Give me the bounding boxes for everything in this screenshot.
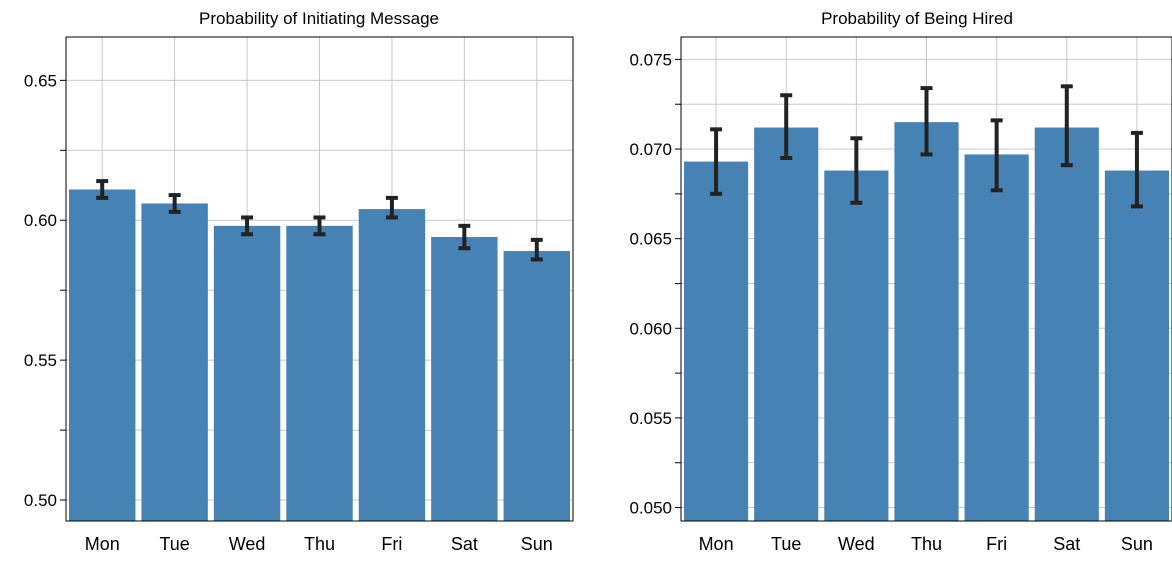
y-tick-label: 0.075 <box>629 50 672 69</box>
x-tick-label: Tue <box>771 534 801 554</box>
x-tick-label: Thu <box>911 534 942 554</box>
bar-sat <box>1034 127 1099 521</box>
chart-title: Probability of Being Hired <box>821 9 1013 28</box>
bar-tue <box>754 127 819 521</box>
x-tick-label: Mon <box>85 534 120 554</box>
bar-tue <box>141 203 208 521</box>
y-tick-label: 0.50 <box>24 491 57 510</box>
panel-initiating-message: Probability of Initiating Message 0.50 0.… <box>24 9 574 554</box>
bar-mon <box>69 189 136 521</box>
bar-mon <box>684 161 749 521</box>
x-tick-label: Sat <box>1053 534 1080 554</box>
x-tick-label: Thu <box>304 534 335 554</box>
y-tick-label: 0.065 <box>629 230 672 249</box>
y-tick-label: 0.060 <box>629 319 672 338</box>
x-tick-label: Sun <box>521 534 553 554</box>
x-tick-label: Tue <box>159 534 189 554</box>
x-tick-label: Fri <box>986 534 1007 554</box>
bar-wed <box>824 170 889 521</box>
bar-fri <box>358 209 426 521</box>
chart-title: Probability of Initiating Message <box>199 9 439 28</box>
panel-being-hired: Probability of Being Hired 0.050 0.055 0.0… <box>629 9 1172 554</box>
bar-sun <box>503 251 570 521</box>
x-tick-label: Mon <box>699 534 734 554</box>
plot-frame <box>680 36 1172 522</box>
bar-thu <box>286 225 353 521</box>
bar-sun <box>1104 170 1169 521</box>
y-tick-label: 0.050 <box>629 499 672 518</box>
bar-wed <box>213 225 281 521</box>
x-tick-label: Sun <box>1121 534 1153 554</box>
plot-frame <box>65 36 574 522</box>
x-tick-label: Wed <box>838 534 875 554</box>
bar-sat <box>431 237 498 522</box>
bar-thu <box>894 122 959 522</box>
x-tick-label: Sat <box>451 534 478 554</box>
x-tick-label: Fri <box>381 534 402 554</box>
y-tick-label: 0.60 <box>24 211 57 230</box>
x-tick-label: Wed <box>229 534 266 554</box>
bar-fri <box>964 154 1029 522</box>
y-tick-label: 0.65 <box>24 71 57 90</box>
y-tick-label: 0.070 <box>629 140 672 159</box>
y-tick-label: 0.55 <box>24 351 57 370</box>
y-tick-label: 0.055 <box>629 409 672 428</box>
